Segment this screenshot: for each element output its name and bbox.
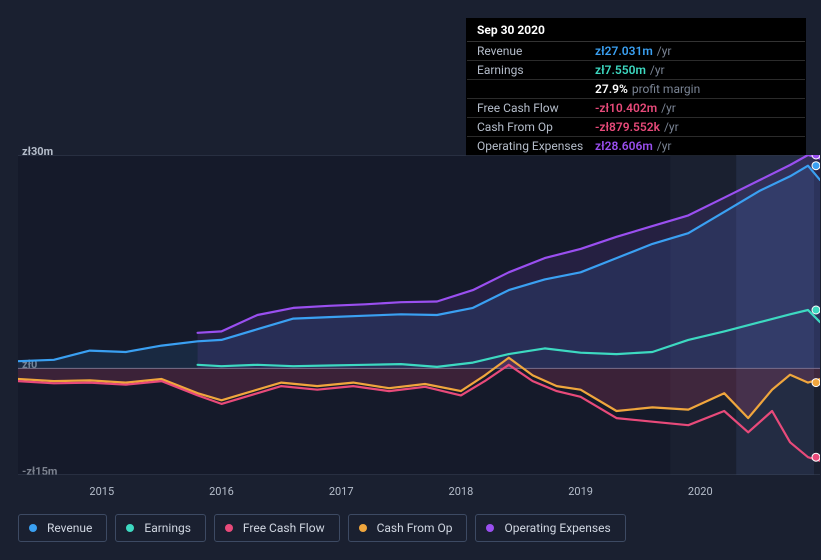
legend-item-earnings[interactable]: Earnings	[115, 514, 206, 542]
legend-item-revenue[interactable]: Revenue	[18, 514, 107, 542]
x-axis-label: 2015	[89, 485, 114, 498]
tooltip-row: 27.9%profit margin	[467, 80, 805, 99]
legend-label: Cash From Op	[377, 521, 453, 535]
tooltip-label: Earnings	[477, 63, 595, 77]
x-axis-label: 2019	[568, 485, 593, 498]
legend-label: Revenue	[47, 521, 92, 535]
x-axis-label: 2018	[449, 485, 474, 498]
legend-item-cash-from-op[interactable]: Cash From Op	[348, 514, 468, 542]
tooltip-label: Operating Expenses	[477, 139, 595, 153]
tooltip-row: Free Cash Flow -zł10.402m/yr	[467, 99, 805, 118]
legend-dot	[486, 524, 494, 532]
legend-label: Operating Expenses	[504, 521, 610, 535]
tooltip-row: Cash From Op -zł879.552k/yr	[467, 118, 805, 137]
tooltip-value: 27.9%profit margin	[595, 82, 795, 96]
legend: Revenue Earnings Free Cash Flow Cash From O…	[18, 514, 626, 542]
tooltip-value: -zł879.552k/yr	[595, 120, 795, 134]
chart-svg	[18, 155, 820, 475]
legend-label: Free Cash Flow	[243, 521, 325, 535]
legend-dot	[359, 524, 367, 532]
legend-dot	[126, 524, 134, 532]
tooltip-value: zł7.550m/yr	[595, 63, 795, 77]
legend-dot	[29, 524, 37, 532]
x-axis: 2015 2016 2017 2018 2019 2020	[0, 485, 821, 505]
x-axis-label: 2017	[329, 485, 354, 498]
tooltip-label	[477, 82, 595, 96]
tooltip-row: Earnings zł7.550m/yr	[467, 61, 805, 80]
tooltip-row: Revenue zł27.031m/yr	[467, 42, 805, 61]
tooltip-date: Sep 30 2020	[467, 19, 805, 42]
legend-dot	[225, 524, 233, 532]
tooltip-panel: Sep 30 2020 Revenue zł27.031m/yrEarnings…	[466, 18, 806, 156]
legend-item-operating-expenses[interactable]: Operating Expenses	[475, 514, 625, 542]
tooltip-label: Revenue	[477, 44, 595, 58]
chart-plot-area[interactable]	[18, 155, 820, 495]
tooltip-value: -zł10.402m/yr	[595, 101, 795, 115]
tooltip-value: zł28.606m/yr	[595, 139, 795, 153]
legend-item-free-cash-flow[interactable]: Free Cash Flow	[214, 514, 340, 542]
tooltip-row: Operating Expenses zł28.606m/yr	[467, 137, 805, 155]
x-axis-label: 2016	[209, 485, 234, 498]
tooltip-value: zł27.031m/yr	[595, 44, 795, 58]
tooltip-label: Free Cash Flow	[477, 101, 595, 115]
tooltip-label: Cash From Op	[477, 120, 595, 134]
x-axis-label: 2020	[688, 485, 713, 498]
legend-label: Earnings	[144, 521, 191, 535]
